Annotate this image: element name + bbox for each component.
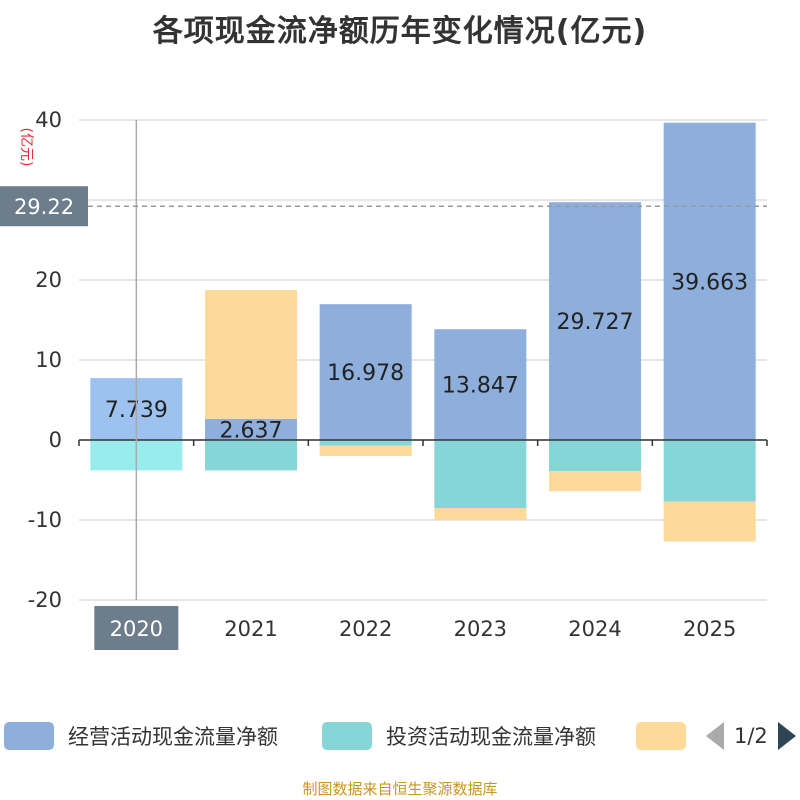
y-tick-label: -20 [28, 588, 62, 612]
crosshair-y-label: 29.22 [14, 195, 74, 219]
chevron-left-icon[interactable] [706, 722, 724, 750]
data-source-note: 制图数据来自恒生聚源数据库 [302, 780, 498, 798]
y-tick-label: 20 [35, 268, 62, 292]
data-label: 13.847 [442, 374, 519, 399]
bar-investing [549, 440, 641, 472]
x-tick-label: 2025 [683, 617, 736, 641]
data-label: 2.637 [220, 418, 283, 443]
legend-label: 投资活动现金流量净额 [386, 725, 596, 749]
data-label: 29.727 [557, 310, 634, 335]
legend-swatch [4, 722, 54, 750]
bar-financing [434, 508, 527, 520]
chart-title: 各项现金流净额历年变化情况(亿元) [152, 14, 648, 49]
y-tick-label: -10 [28, 508, 62, 532]
bar-operating [205, 418, 297, 440]
legend-swatch [636, 722, 686, 750]
x-tick-label: 2022 [339, 617, 392, 641]
bar-investing [434, 440, 527, 508]
bar-investing [319, 440, 412, 446]
y-tick-label: 40 [35, 108, 62, 132]
y-tick-label: 0 [49, 428, 62, 452]
legend-label: 经营活动现金流量净额 [68, 725, 278, 749]
bar-financing [663, 501, 756, 542]
x-tick-label: 2020 [110, 617, 163, 641]
x-tick-label: 2023 [454, 617, 507, 641]
bar-financing [549, 471, 641, 492]
bar-operating [319, 304, 412, 440]
chart-canvas: -20-100102040(亿元)7.7392.63716.97813.8472… [0, 108, 768, 650]
legend-item-investing[interactable]: 投资活动现金流量净额 [322, 716, 596, 756]
bar-financing [205, 290, 297, 419]
y-tick-label: 10 [35, 348, 62, 372]
legend-item-operating[interactable]: 经营活动现金流量净额 [4, 716, 278, 756]
x-tick-label: 2024 [568, 617, 621, 641]
legend-pager: 1/2 [706, 716, 796, 756]
bar-operating [663, 122, 756, 441]
chevron-right-icon[interactable] [777, 722, 796, 750]
data-label: 16.978 [327, 361, 404, 386]
crosshair-y-label-box [0, 186, 88, 227]
crosshair-x-label-box [94, 606, 179, 650]
x-tick-label: 2021 [224, 617, 277, 641]
bar-financing [319, 445, 412, 456]
y-unit-label: (亿元) [18, 128, 34, 167]
bar-operating [549, 202, 641, 440]
legend-swatch [322, 722, 372, 750]
bar-investing [205, 440, 297, 471]
data-label: 39.663 [671, 270, 748, 295]
bar-investing [663, 440, 756, 502]
legend-page-indicator: 1/2 [734, 724, 768, 748]
legend: 经营活动现金流量净额 投资活动现金流量净额 1/2 [0, 716, 800, 756]
legend-item-financing[interactable] [636, 716, 686, 756]
bar-operating [434, 329, 527, 440]
